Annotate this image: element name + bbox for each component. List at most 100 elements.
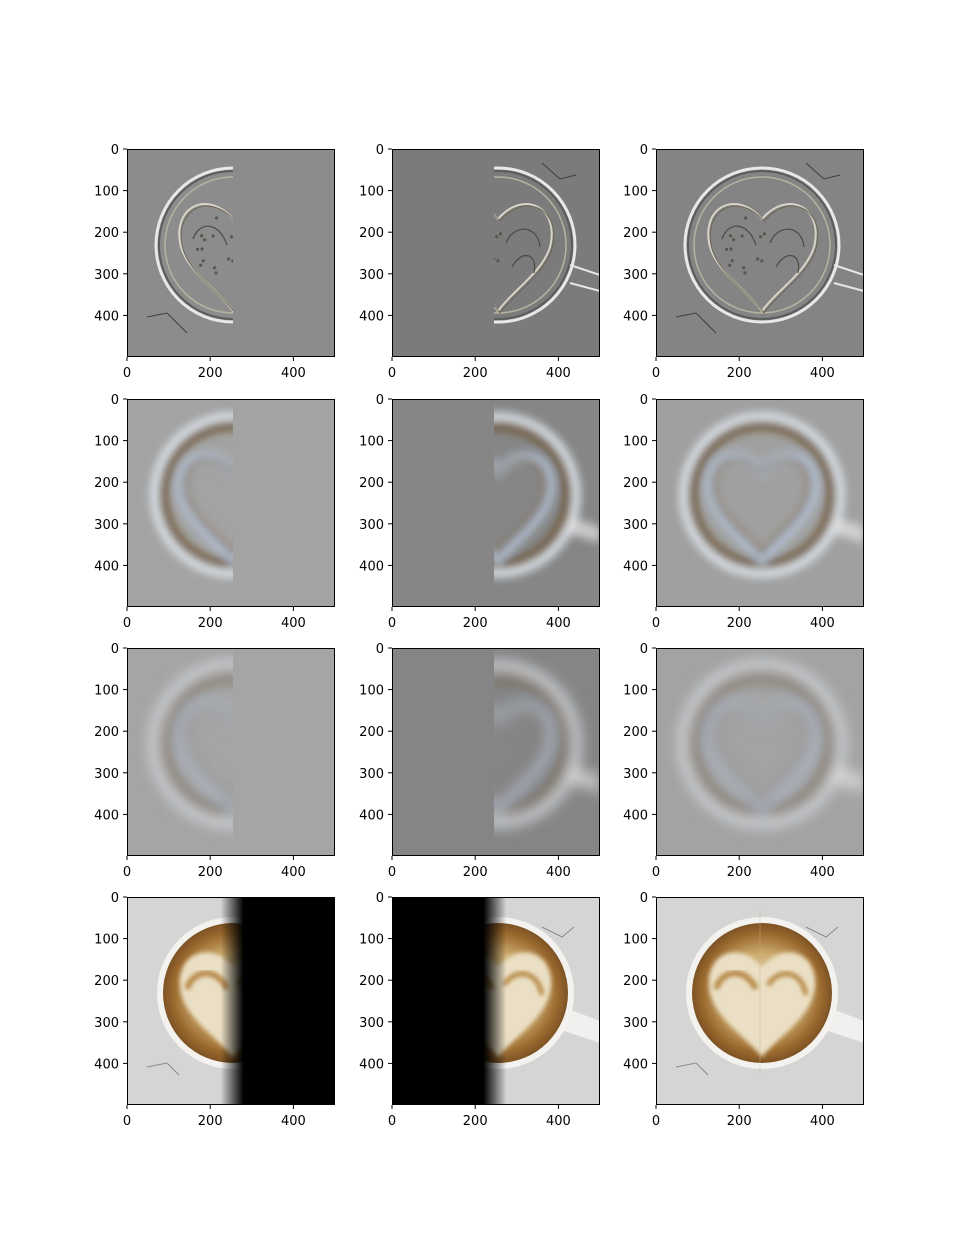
cup-image — [392, 897, 600, 1105]
x-tick-label: 400 — [281, 1114, 306, 1129]
y-tick-label: 300 — [94, 1016, 119, 1031]
x-tick-label: 400 — [546, 366, 571, 381]
y-tick-label: 200 — [94, 974, 119, 989]
x-tick-label: 400 — [281, 865, 306, 880]
x-axis: 0 200 400 — [388, 607, 571, 631]
y-axis: 0 100 200 300 400 — [359, 891, 392, 1072]
x-tick-label: 400 — [810, 616, 835, 631]
y-tick-label: 100 — [359, 933, 384, 948]
y-tick-label: 300 — [359, 767, 384, 782]
y-tick-label: 200 — [359, 476, 384, 491]
panel-photo-level-blended: 0 200 400 0 100 200 300 400 — [623, 891, 864, 1129]
y-axis: 0 100 200 300 400 — [94, 891, 127, 1072]
panels-layer: 0 200 400 0 100 200 300 400 0 200 400 0 100 200 300 400… — [94, 143, 864, 1129]
x-tick-label: 400 — [281, 616, 306, 631]
x-tick-label: 200 — [727, 1114, 752, 1129]
y-tick-label: 400 — [94, 309, 119, 324]
x-axis: 0 200 400 — [652, 607, 835, 631]
axes-frame — [392, 399, 600, 607]
x-axis: 0 200 400 — [652, 856, 835, 880]
x-axis: 0 200 400 — [652, 357, 835, 381]
x-tick-label: 0 — [123, 865, 131, 880]
y-tick-label: 300 — [623, 1016, 648, 1031]
x-tick-label: 0 — [123, 1114, 131, 1129]
y-tick-label: 300 — [94, 518, 119, 533]
x-axis: 0 200 400 — [123, 856, 306, 880]
y-tick-label: 200 — [623, 476, 648, 491]
y-tick-label: 300 — [359, 1016, 384, 1031]
y-tick-label: 400 — [359, 1057, 384, 1072]
y-tick-label: 100 — [94, 933, 119, 948]
panel-laplacian-level-left-half: 0 200 400 0 100 200 300 400 — [94, 143, 335, 381]
x-tick-label: 0 — [652, 366, 660, 381]
y-tick-label: 0 — [640, 642, 648, 657]
y-tick-label: 0 — [111, 642, 119, 657]
x-tick-label: 200 — [463, 865, 488, 880]
y-tick-label: 0 — [376, 642, 384, 657]
y-tick-label: 0 — [376, 393, 384, 408]
y-tick-label: 200 — [623, 725, 648, 740]
x-axis: 0 200 400 — [388, 1105, 571, 1129]
panel-background — [127, 149, 335, 357]
y-tick-label: 0 — [640, 891, 648, 906]
x-tick-label: 400 — [281, 366, 306, 381]
y-axis: 0 100 200 300 400 — [94, 393, 127, 574]
y-tick-label: 300 — [623, 767, 648, 782]
x-tick-label: 0 — [123, 616, 131, 631]
axes-frame — [392, 897, 600, 1105]
y-tick-label: 400 — [94, 808, 119, 823]
y-tick-label: 100 — [623, 185, 648, 200]
x-axis: 0 200 400 — [388, 856, 571, 880]
y-tick-label: 100 — [623, 933, 648, 948]
y-tick-label: 400 — [359, 309, 384, 324]
y-tick-label: 200 — [94, 476, 119, 491]
y-axis: 0 100 200 300 400 — [623, 891, 656, 1072]
x-tick-label: 400 — [810, 865, 835, 880]
y-tick-label: 300 — [623, 268, 648, 283]
panel-coarse-level-blended: 0 200 400 0 100 200 300 400 — [623, 642, 864, 880]
x-axis: 0 200 400 — [388, 357, 571, 381]
axes-frame — [127, 399, 335, 607]
y-tick-label: 200 — [94, 725, 119, 740]
x-tick-label: 200 — [727, 366, 752, 381]
cup-image — [680, 662, 864, 826]
x-tick-label: 0 — [388, 616, 396, 631]
y-axis: 0 100 200 300 400 — [359, 143, 392, 324]
cup-image — [680, 413, 864, 577]
x-tick-label: 200 — [463, 616, 488, 631]
y-tick-label: 100 — [623, 435, 648, 450]
x-axis: 0 200 400 — [652, 1105, 835, 1129]
y-tick-label: 200 — [359, 226, 384, 241]
x-tick-label: 0 — [388, 865, 396, 880]
y-tick-label: 100 — [359, 684, 384, 699]
y-tick-label: 0 — [640, 143, 648, 158]
y-tick-label: 400 — [94, 1057, 119, 1072]
axes-frame — [127, 149, 335, 357]
cup-image — [151, 413, 233, 577]
y-axis: 0 100 200 300 400 — [94, 642, 127, 823]
axes-frame — [392, 648, 600, 856]
axes-frame — [656, 648, 864, 856]
panel-photo-level-left-half: 0 200 400 0 100 200 300 400 — [94, 891, 335, 1129]
y-tick-label: 0 — [111, 393, 119, 408]
axes-frame — [127, 897, 335, 1105]
x-tick-label: 200 — [198, 1114, 223, 1129]
axes-frame — [127, 648, 335, 856]
x-tick-label: 400 — [546, 1114, 571, 1129]
panel-background — [392, 149, 600, 357]
x-tick-label: 400 — [546, 865, 571, 880]
x-tick-label: 200 — [198, 616, 223, 631]
panel-coarse-level-left-half: 0 200 400 0 100 200 300 400 — [94, 642, 335, 880]
x-tick-label: 200 — [727, 865, 752, 880]
cup-image — [494, 662, 600, 826]
x-axis: 0 200 400 — [123, 607, 306, 631]
y-tick-label: 300 — [359, 518, 384, 533]
y-tick-label: 0 — [640, 393, 648, 408]
y-tick-label: 100 — [94, 435, 119, 450]
y-tick-label: 400 — [359, 808, 384, 823]
axes-frame — [656, 399, 864, 607]
y-tick-label: 0 — [376, 891, 384, 906]
y-axis: 0 100 200 300 400 — [359, 393, 392, 574]
x-tick-label: 200 — [463, 366, 488, 381]
y-tick-label: 400 — [623, 309, 648, 324]
